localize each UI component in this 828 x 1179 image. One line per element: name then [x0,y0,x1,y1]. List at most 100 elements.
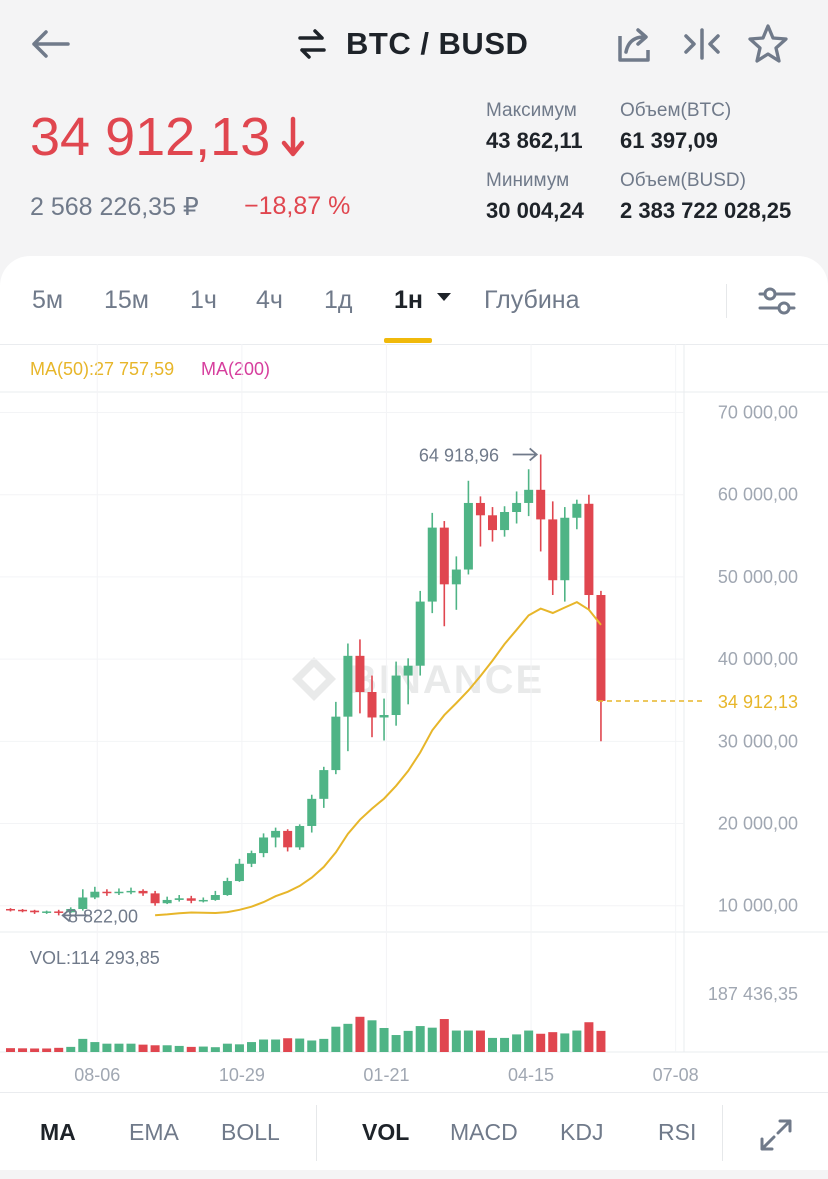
candle [488,507,497,542]
candle-body [343,655,353,717]
candle [150,890,160,906]
price-rub: 2 568 226,35 ₽ [30,193,199,221]
candle-body [512,502,522,512]
indicator-vol[interactable]: VOL [362,1119,410,1145]
candle [500,506,510,537]
bottom-strip [0,1170,828,1178]
candle [138,889,148,896]
volume-bar [415,1026,425,1052]
volume-bar [307,1040,317,1052]
candle [355,639,365,714]
tab-4h[interactable]: 4ч [256,286,283,314]
volume-bar [343,1023,353,1052]
volume-bar [391,1035,401,1052]
candle-body [283,830,293,848]
candle-body [271,830,281,838]
candle [391,661,401,726]
tab-1h[interactable]: 1ч [190,286,217,314]
candle-body [331,716,341,771]
candle [234,858,244,882]
candle-body [126,890,136,893]
candle-body [584,503,594,596]
volume-bar [524,1030,534,1052]
star-icon[interactable] [746,22,790,66]
candle-body [488,515,497,531]
x-tick-label: 01-21 [363,1065,409,1085]
candle [186,895,196,904]
candles [6,454,606,916]
candle-body [42,911,52,913]
share-icon[interactable] [612,22,656,66]
volume-bar [234,1044,244,1052]
candle-body [500,512,510,531]
indicator-ma[interactable]: MA [40,1119,76,1145]
candle-body [102,891,112,894]
pair-selector[interactable]: BTC / BUSD [296,22,528,66]
candle [295,824,305,850]
volume-bar [331,1026,341,1052]
compare-icon[interactable] [680,22,724,66]
candle [42,910,52,914]
volume-bar [283,1038,293,1052]
max-marker: 64 918,96 [419,445,539,465]
candle [247,850,256,868]
volume-bar [126,1043,136,1052]
stat-high-value: 43 862,11 [486,128,583,153]
candle-body [415,601,425,666]
candle-body [6,908,15,911]
indicator-macd[interactable]: MACD [450,1119,518,1145]
tab-depth[interactable]: Глубина [484,286,580,314]
candle [343,643,353,752]
indicator-kdj[interactable]: KDJ [560,1119,604,1145]
indicator-rsi[interactable]: RSI [658,1119,697,1145]
stat-volume-busd-label: Объем(BUSD) [620,170,746,191]
indicator-boll[interactable]: BOLL [221,1119,280,1145]
volume-bar [138,1044,148,1052]
candle-body [439,527,449,585]
tab-5m[interactable]: 5м [32,286,64,314]
candle-body [247,853,256,864]
ma50-legend: MA(50):27 757,59 [30,359,174,379]
volume-bar [174,1045,184,1052]
binance-logo-icon [292,657,336,701]
y-tick-label: 40 000,00 [718,649,798,669]
candle [114,888,124,896]
max-price-label: 64 918,96 [419,445,499,465]
tab-15m[interactable]: 15м [104,286,149,314]
volume-bar [536,1033,546,1052]
indicator-ema[interactable]: EMA [129,1119,179,1145]
chart-settings-icon[interactable] [756,284,798,318]
candle [174,895,184,902]
price-chart[interactable]: MA(50):27 757,59 MA(200) BINANCE 70 000,… [0,344,828,1092]
y-tick-label: 10 000,00 [718,896,798,916]
candle-body [66,908,76,913]
tab-1d[interactable]: 1д [324,286,353,314]
volume-bar [596,1030,606,1052]
stat-volume-btc-value: 61 397,09 [620,128,718,153]
candle [572,499,582,530]
candle [126,887,136,895]
candle [18,908,28,913]
price-change: −18,87 % [244,192,351,220]
candle-body [475,502,485,516]
candle-body [210,895,220,900]
candle [319,766,329,808]
volume-bar [403,1030,413,1052]
candle-body [295,825,305,848]
candle [283,829,293,852]
candle-body [198,899,208,902]
candle [596,590,606,742]
tab-1w[interactable]: 1н [394,286,452,315]
volume-bar [355,1016,365,1052]
x-tick-label: 08-06 [74,1065,120,1085]
volume-bar [6,1048,15,1052]
caret-down-icon [436,293,451,302]
stat-low-label: Минимум [486,170,570,191]
active-tab-underline [384,338,432,343]
min-arrow-icon [61,908,89,923]
volume-bar [247,1042,256,1052]
indicator-divider-2 [722,1105,723,1161]
fullscreen-icon[interactable] [758,1117,794,1153]
candle-body [174,898,184,900]
back-arrow-icon[interactable] [28,24,72,64]
